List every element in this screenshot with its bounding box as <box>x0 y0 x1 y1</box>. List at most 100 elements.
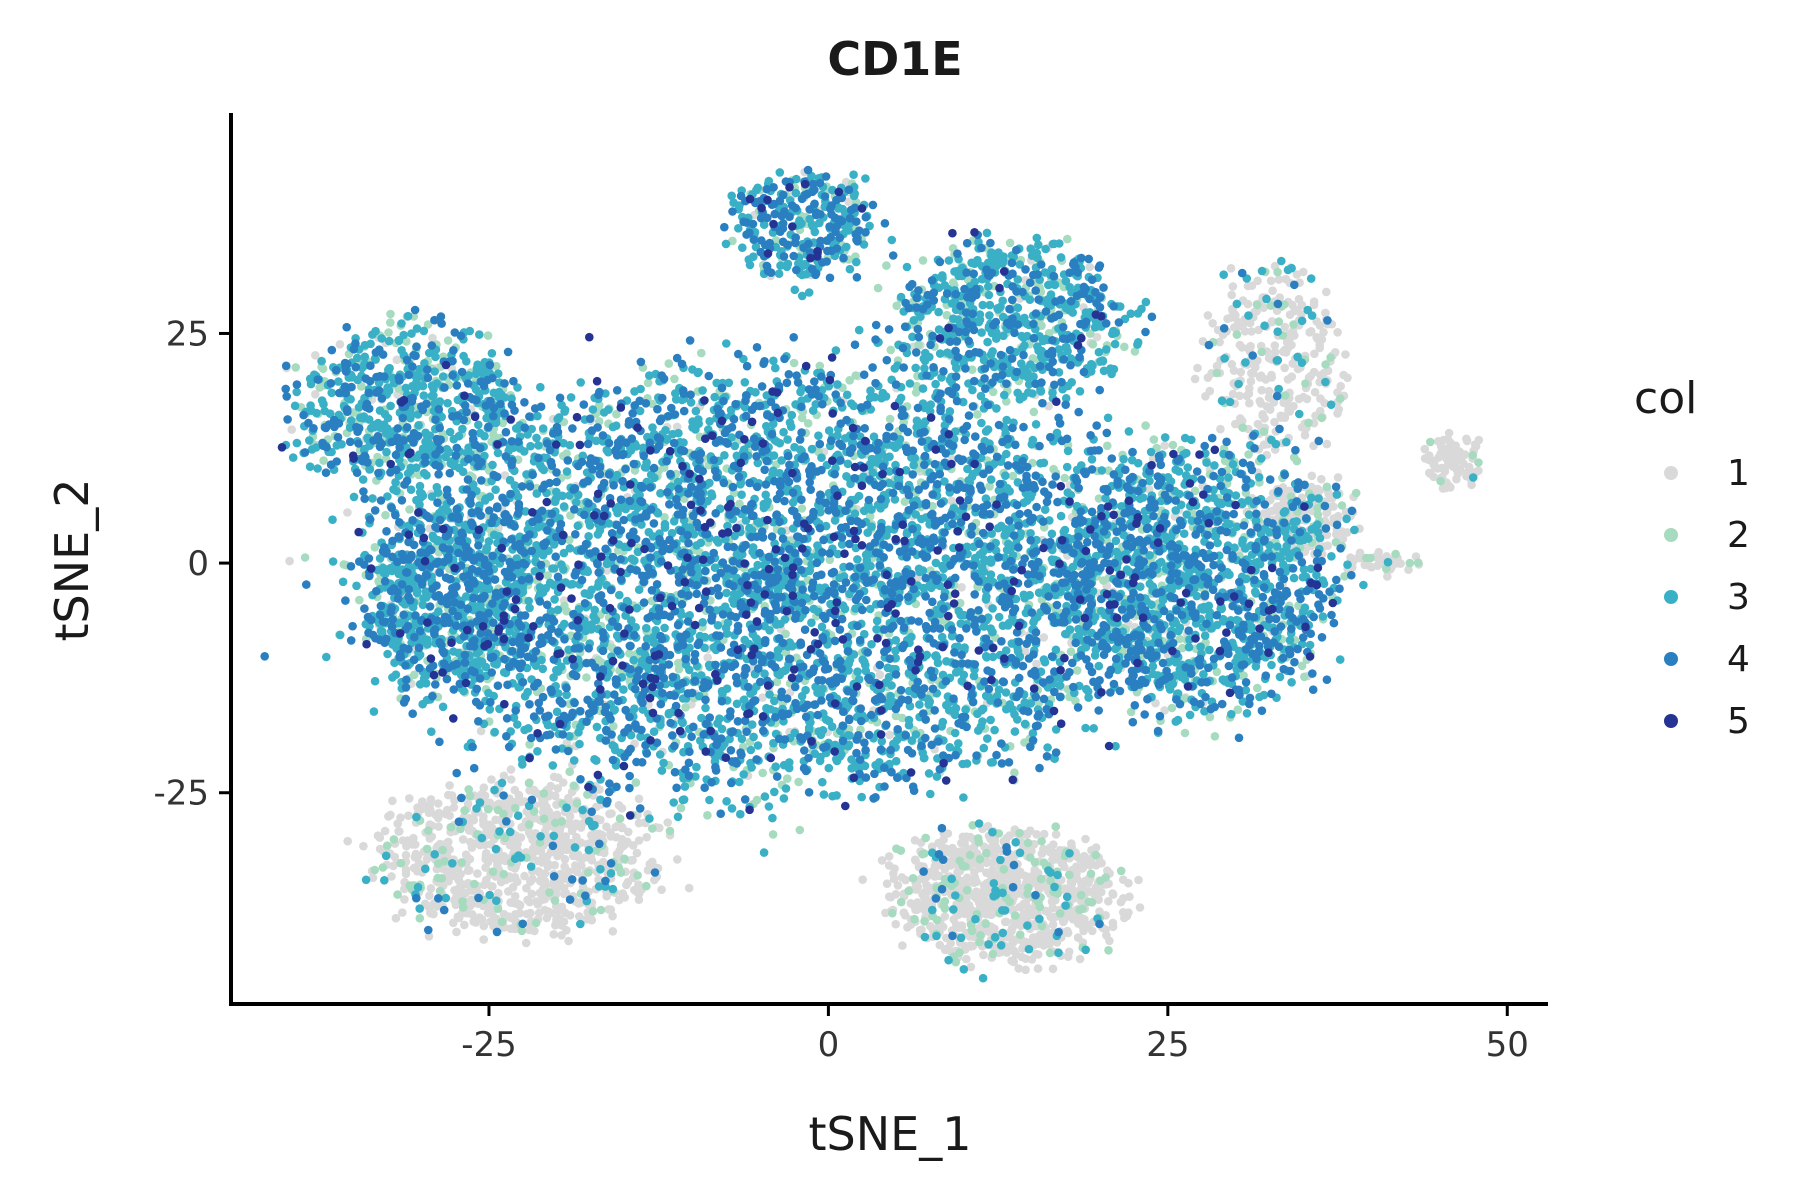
scatter-point <box>499 869 509 879</box>
scatter-point <box>634 794 644 804</box>
scatter-point <box>569 756 579 765</box>
scatter-point <box>1216 424 1225 434</box>
scatter-point <box>857 792 866 802</box>
scatter-point <box>572 832 581 842</box>
scatter-point <box>418 797 427 806</box>
scatter-point <box>779 427 788 437</box>
scatter-point <box>981 427 991 436</box>
scatter-point <box>1290 306 1299 316</box>
scatter-point <box>525 925 534 935</box>
scatter-point <box>1037 836 1046 846</box>
scatter-point <box>664 359 674 368</box>
scatter-point <box>423 844 432 854</box>
scatter-point <box>1101 873 1110 882</box>
scatter-point <box>1085 262 1094 272</box>
scatter-point <box>1010 768 1019 777</box>
scatter-point <box>446 822 456 832</box>
scatter-point <box>449 803 459 812</box>
scatter-point <box>1447 458 1457 467</box>
scatter-point <box>515 900 525 910</box>
scatter-point <box>1238 423 1248 433</box>
scatter-point <box>974 837 984 847</box>
scatter-point <box>405 794 414 803</box>
scatter-point <box>532 897 541 906</box>
scatter-point <box>1037 849 1047 858</box>
scatter-point <box>988 949 998 959</box>
scatter-point <box>705 795 714 805</box>
scatter-point <box>909 460 918 470</box>
scatter-point <box>1032 830 1041 839</box>
scatter-point <box>769 356 778 366</box>
scatter-point <box>633 871 642 880</box>
scatter-point <box>455 882 465 892</box>
scatter-point <box>759 848 769 857</box>
scatter-point <box>499 771 509 781</box>
scatter-point <box>370 865 380 875</box>
scatter-point <box>1306 327 1316 336</box>
scatter-point <box>375 844 385 854</box>
scatter-point <box>425 891 434 900</box>
scatter-point <box>904 886 913 896</box>
scatter-point <box>705 417 714 426</box>
scatter-point <box>398 908 407 917</box>
scatter-point <box>1149 435 1159 444</box>
scatter-point <box>673 812 683 822</box>
scatter-point <box>473 869 482 878</box>
scatter-point <box>1135 903 1145 912</box>
scatter-point <box>480 791 490 801</box>
scatter-point <box>388 796 397 806</box>
scatter-point <box>1032 659 1041 669</box>
scatter-point <box>1253 419 1263 429</box>
scatter-point <box>1201 392 1210 401</box>
scatter-point <box>986 475 996 484</box>
scatter-point <box>454 913 464 923</box>
scatter-point <box>896 393 906 403</box>
scatter-point <box>1141 421 1150 430</box>
scatter-point <box>544 807 554 816</box>
scatter-point <box>481 863 490 872</box>
scatter-point <box>391 913 401 923</box>
scatter-point <box>382 841 392 850</box>
scatter-point <box>538 550 548 560</box>
scatter-point <box>291 363 301 372</box>
scatter-point <box>1048 964 1058 974</box>
scatter-point <box>648 824 657 833</box>
scatter-point <box>468 910 477 919</box>
scatter-point <box>389 835 399 844</box>
scatter-point <box>447 791 457 800</box>
scatter-point <box>787 410 797 420</box>
scatter-point <box>1124 878 1133 888</box>
scatter-point <box>460 920 469 930</box>
scatter-point <box>884 861 894 870</box>
scatter-point <box>1470 440 1480 449</box>
scatter-point <box>1099 576 1108 585</box>
scatter-point <box>523 687 532 697</box>
scatter-point <box>1226 264 1236 273</box>
scatter-point <box>1243 281 1253 291</box>
scatter-point <box>1008 874 1017 883</box>
scatter-point <box>438 845 448 855</box>
scatter-point <box>550 791 560 801</box>
scatter-point <box>434 808 444 818</box>
scatter-point <box>1008 938 1018 948</box>
scatter-point <box>1041 933 1051 943</box>
scatter-point <box>722 588 731 598</box>
scatter-point <box>458 897 467 906</box>
scatter-point <box>670 374 679 384</box>
scatter-point <box>615 846 624 855</box>
scatter-point <box>542 913 552 923</box>
scatter-point <box>510 844 519 853</box>
scatter-point <box>575 912 584 921</box>
scatter-point <box>1048 920 1058 929</box>
scatter-point <box>386 318 395 327</box>
scatter-point <box>671 389 680 398</box>
scatter-point <box>488 867 498 876</box>
scatter-point <box>1160 706 1169 715</box>
scatter-point <box>634 889 644 898</box>
scatter-point <box>817 622 827 632</box>
scatter-point <box>628 841 638 850</box>
scatter-point <box>540 905 549 915</box>
scatter-point <box>447 868 457 877</box>
scatter-point <box>435 886 445 896</box>
scatter-point <box>975 937 984 947</box>
